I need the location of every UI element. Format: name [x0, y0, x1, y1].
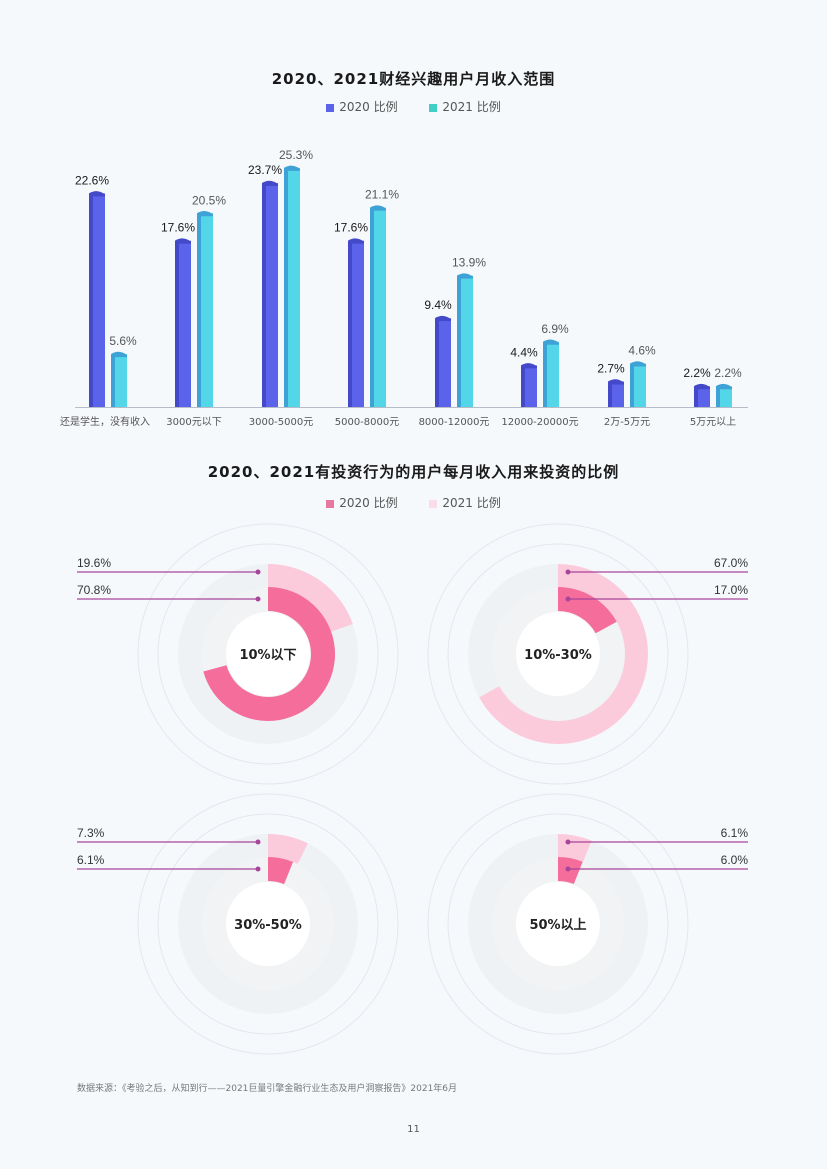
bar-value-label: 23.7%	[248, 163, 282, 177]
page-number: 11	[407, 1124, 420, 1135]
legend-swatch-2021	[429, 499, 438, 508]
leader-dot	[565, 596, 571, 602]
donut-outer-value: 67.0%	[714, 556, 748, 570]
bar-value-label: 22.6%	[75, 173, 109, 187]
bar-2021	[543, 339, 559, 407]
donut-inner-value: 6.1%	[77, 853, 105, 867]
donut-center-label: 10%-30%	[524, 648, 592, 663]
bar-2020	[89, 191, 105, 407]
data-source: 数据来源：《考验之后，从知到行——2021巨量引擎金融行业生态及用户洞察报告》2…	[77, 1084, 458, 1094]
donut-center-label: 10%以下	[239, 648, 296, 663]
category-label: 5000-8000元	[335, 417, 400, 428]
arc-2020	[268, 857, 294, 885]
bar-2020	[608, 379, 624, 407]
legend-label-2020: 2020 比例	[339, 100, 398, 114]
leader-dot	[565, 839, 571, 845]
bar-value-label: 2.2%	[683, 366, 711, 380]
bar-2020	[521, 363, 537, 407]
bar-chart-legend: 2020 比例 2021 比例	[0, 98, 827, 115]
bar-value-label: 4.4%	[510, 345, 538, 359]
bar-2021	[457, 273, 473, 407]
arc-2021	[268, 564, 353, 632]
donut-outer-value: 19.6%	[77, 556, 111, 570]
donut-chart-title: 2020、2021有投资行为的用户每月收入用来投资的比例	[207, 463, 620, 481]
bar-2020	[262, 180, 278, 407]
bar-value-label: 17.6%	[161, 221, 195, 235]
donut-3	[137, 793, 399, 1055]
leader-dot	[255, 866, 261, 872]
legend-swatch-2021	[429, 103, 438, 112]
donut-center-label: 30%-50%	[234, 918, 302, 933]
category-label: 3000元以下	[166, 417, 221, 428]
bar-value-label: 9.4%	[424, 298, 452, 312]
bar-value-label: 25.3%	[279, 148, 313, 162]
bar-2020	[175, 238, 191, 407]
bar-value-label: 13.9%	[452, 256, 486, 270]
bar-2020	[694, 383, 710, 407]
donut-outer-value: 7.3%	[77, 826, 105, 840]
category-label: 还是学生，没有收入	[60, 415, 150, 428]
donut-chart-legend: 2020 比例 2021 比例	[0, 494, 827, 511]
legend-item-2020: 2020 比例	[326, 98, 398, 115]
category-label: 5万元以上	[690, 416, 736, 428]
category-label: 8000-12000元	[419, 417, 490, 428]
donut-1	[137, 523, 399, 785]
donut-4	[427, 793, 689, 1055]
leader-dot	[565, 866, 571, 872]
leader-dot	[255, 569, 261, 575]
bar-value-label: 6.9%	[541, 322, 569, 336]
bar-2021	[370, 205, 386, 407]
donut-outer-value: 6.1%	[721, 826, 749, 840]
legend-swatch-2020	[326, 499, 335, 508]
bar-2021	[197, 211, 213, 407]
bar-value-label: 20.5%	[192, 193, 226, 207]
legend-label-2021: 2021 比例	[442, 100, 501, 114]
bar-value-label: 2.7%	[597, 361, 625, 375]
bar-value-label: 4.6%	[628, 344, 656, 358]
donut-2	[427, 523, 689, 785]
bar-chart: 22.6% 5.6% 还是学生，没有收入 17.6% 20.5% 3000元以下 23.7%…	[60, 148, 748, 428]
bar-2020	[348, 238, 364, 407]
legend-label-2021: 2021 比例	[442, 496, 501, 510]
bar-2021	[111, 351, 127, 407]
bar-value-label: 2.2%	[714, 366, 742, 380]
legend-label-2020: 2020 比例	[339, 496, 398, 510]
donut-inner-value: 17.0%	[714, 583, 748, 597]
legend-item-2021: 2021 比例	[429, 98, 501, 115]
bar-chart-title: 2020、2021财经兴趣用户月收入范围	[271, 70, 556, 88]
arc-2021	[268, 834, 308, 864]
category-label: 2万-5万元	[604, 417, 650, 428]
legend-item-2020: 2020 比例	[326, 494, 398, 511]
bar-2021	[284, 165, 300, 407]
legend-swatch-2020	[326, 103, 335, 112]
bar-2020	[435, 315, 451, 407]
bar-value-label: 17.6%	[334, 221, 368, 235]
legend-item-2021: 2021 比例	[429, 494, 501, 511]
leader-dot	[565, 569, 571, 575]
donut-inner-value: 70.8%	[77, 583, 111, 597]
arc-2020	[558, 857, 583, 885]
bar-2021	[630, 361, 646, 407]
leader-dot	[255, 839, 261, 845]
category-label: 3000-5000元	[249, 417, 314, 428]
bar-value-label: 21.1%	[365, 188, 399, 202]
bar-value-label: 5.6%	[109, 334, 137, 348]
donut-center-label: 50%以上	[529, 918, 586, 933]
bar-2021	[716, 383, 732, 407]
arc-2020	[203, 587, 335, 722]
donut-inner-value: 6.0%	[721, 853, 749, 867]
category-label: 12000-20000元	[501, 417, 578, 428]
leader-dot	[255, 596, 261, 602]
